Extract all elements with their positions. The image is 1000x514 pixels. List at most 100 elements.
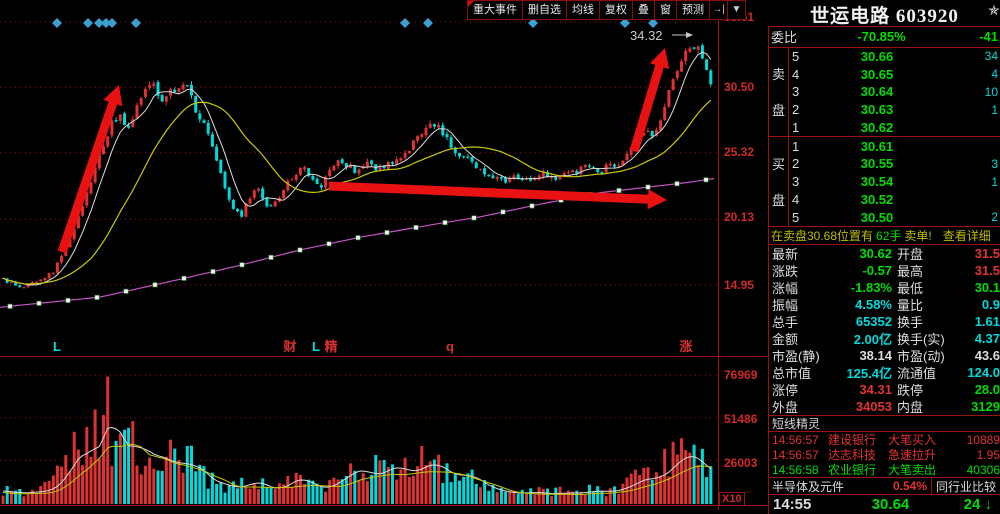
alert-text: 在卖盘30.68位置有	[771, 229, 874, 244]
stat-label: 量比	[897, 298, 924, 314]
toolbar-button-remove-watch[interactable]: 删自选	[522, 0, 567, 20]
price: 30.66	[860, 48, 894, 64]
ma-long-marker	[442, 220, 448, 226]
toolbar-label: 删自选	[528, 4, 561, 16]
event-letter-marker[interactable]: L	[312, 339, 320, 354]
stat-value: 30.1	[974, 280, 1000, 296]
buy-row-1[interactable]: 1 30.61	[789, 137, 1000, 155]
toolbar-button-major-events[interactable]: 重大事件	[467, 0, 523, 20]
wizard-stock: 农业银行	[828, 463, 877, 478]
sell-row-3[interactable]: 3 30.64 10	[789, 83, 1000, 101]
trend-arrow	[629, 48, 670, 153]
stat-value: 3129	[971, 399, 1000, 415]
stat-value: 30.62	[859, 246, 892, 262]
stat-value: 1.61	[974, 314, 1000, 330]
stat-label: 金额	[772, 332, 799, 348]
star-icon[interactable]: ✯	[988, 2, 1000, 18]
event-diamond-icon[interactable]	[620, 18, 630, 28]
event-diamond-icon[interactable]	[400, 18, 410, 28]
stat-value: 38.14	[859, 348, 892, 364]
sell-row-5[interactable]: 5 30.66 34	[789, 48, 1000, 66]
toolbar-button-window[interactable]: 窗	[654, 0, 677, 20]
volume-chart[interactable]	[0, 356, 722, 506]
view-detail-link[interactable]: 查看详细	[942, 229, 991, 244]
weibi-value: -70.85%	[857, 29, 906, 45]
toolbar-button-ma[interactable]: 均线	[566, 0, 600, 20]
price: 30.50	[860, 209, 894, 225]
stat-label: 市盈(静)	[772, 349, 820, 365]
sell-side-label: 卖 盘	[769, 47, 789, 137]
status-row: 14:55 30.64 24 ↓	[769, 495, 1000, 514]
sell-char: 卖	[771, 67, 785, 83]
event-letter-marker[interactable]: q	[446, 339, 454, 354]
status-price: 30.64	[871, 496, 910, 514]
ma-long-marker	[355, 235, 361, 241]
sector-row: 半导体及元件 0.54% 同行业比较	[769, 477, 1000, 496]
weibi-label: 委比	[771, 30, 798, 46]
price: 30.62	[860, 119, 894, 135]
price-chart[interactable]: L 财 L 精 q 涨34.32	[0, 0, 722, 356]
wizard-row[interactable]: 14:56:57 建设银行 大笔买入 10889	[769, 432, 1000, 448]
stats-row: 市盈(静) 38.14 市盈(动) 43.6	[769, 347, 1000, 364]
level: 1	[792, 119, 800, 135]
event-diamond-icon[interactable]	[101, 18, 111, 28]
sell-row-2[interactable]: 2 30.63 1	[789, 101, 1000, 119]
stats-row: 最新 30.62 开盘 31.5	[769, 245, 1000, 262]
event-diamond-icon[interactable]	[648, 18, 658, 28]
vol-ma-mid	[2, 443, 711, 496]
ma-long-marker	[152, 282, 158, 288]
toolbar-button-overlay[interactable]: 叠	[632, 0, 655, 20]
sell-row-4[interactable]: 4 30.65 4	[789, 65, 1000, 83]
industry-compare-link[interactable]: 同行业比较	[931, 477, 1000, 495]
sell-row-1[interactable]: 1 30.62	[789, 119, 1000, 137]
event-diamond-icon[interactable]	[52, 18, 62, 28]
weibi-row: 委比 -70.85% -41	[769, 27, 1000, 48]
event-letter-marker[interactable]: 财	[283, 339, 296, 354]
level: 4	[792, 66, 800, 82]
event-diamond-icon[interactable]	[131, 18, 141, 28]
stat-value: 2.00亿	[853, 332, 892, 348]
alert-tag: 卖单!	[904, 229, 932, 244]
wizard-header: 短线精灵	[769, 416, 1000, 433]
weicha-value: -41	[979, 29, 998, 45]
buy-row-4[interactable]: 4 30.52	[789, 190, 1000, 208]
stats-row: 外盘 34053 内盘 3129	[769, 398, 1000, 415]
event-diamond-icon[interactable]	[423, 18, 433, 28]
event-diamond-icon[interactable]	[528, 18, 538, 28]
stat-value: -1.83%	[850, 280, 892, 296]
wizard-row[interactable]: 14:56:58 农业银行 大笔卖出 40306	[769, 462, 1000, 479]
level: 5	[792, 48, 800, 64]
event-letter-marker[interactable]: 涨	[678, 339, 692, 354]
event-letter-marker[interactable]: L	[53, 339, 61, 354]
toolbar-label: 重大事件	[473, 4, 517, 16]
price: 30.61	[860, 138, 894, 154]
buy-row-3[interactable]: 3 30.54 1	[789, 173, 1000, 191]
stat-label: 换手	[897, 315, 924, 331]
volume-axis-label: 51486	[724, 412, 758, 426]
stat-value: 28.0	[974, 382, 1000, 398]
lots: 2	[991, 210, 998, 225]
event-letter-marker[interactable]: 精	[324, 339, 337, 354]
sector-name[interactable]: 半导体及元件	[772, 479, 845, 494]
arrow-down-icon: ↓	[984, 496, 993, 514]
stat-value: 43.6	[974, 348, 1000, 364]
ma-long-marker	[210, 269, 216, 275]
price-axis-label: 14.95	[724, 278, 755, 292]
jump-to-end-icon[interactable]: →|	[709, 0, 728, 20]
ma-long-marker	[326, 241, 332, 247]
toolbar-button-rights[interactable]: 复权	[599, 0, 633, 20]
ma-long-marker	[413, 224, 419, 231]
chevron-down-icon[interactable]: ▼	[727, 0, 746, 20]
ma-short-line	[2, 51, 712, 286]
wizard-stock: 达志科技	[828, 448, 877, 463]
event-diamond-icon[interactable]	[107, 18, 117, 28]
wizard-row[interactable]: 14:56:57 达志科技 急速拉升 1.95	[769, 447, 1000, 463]
sell-char: 盘	[771, 103, 785, 119]
buy-row-2[interactable]: 2 30.55 3	[789, 155, 1000, 173]
stat-label: 市盈(动)	[897, 349, 945, 365]
buy-row-5[interactable]: 5 30.50 2	[789, 208, 1000, 226]
toolbar-button-forecast[interactable]: 预测	[676, 0, 710, 20]
event-diamond-icon[interactable]	[83, 18, 93, 28]
event-diamond-icon[interactable]	[94, 18, 104, 28]
